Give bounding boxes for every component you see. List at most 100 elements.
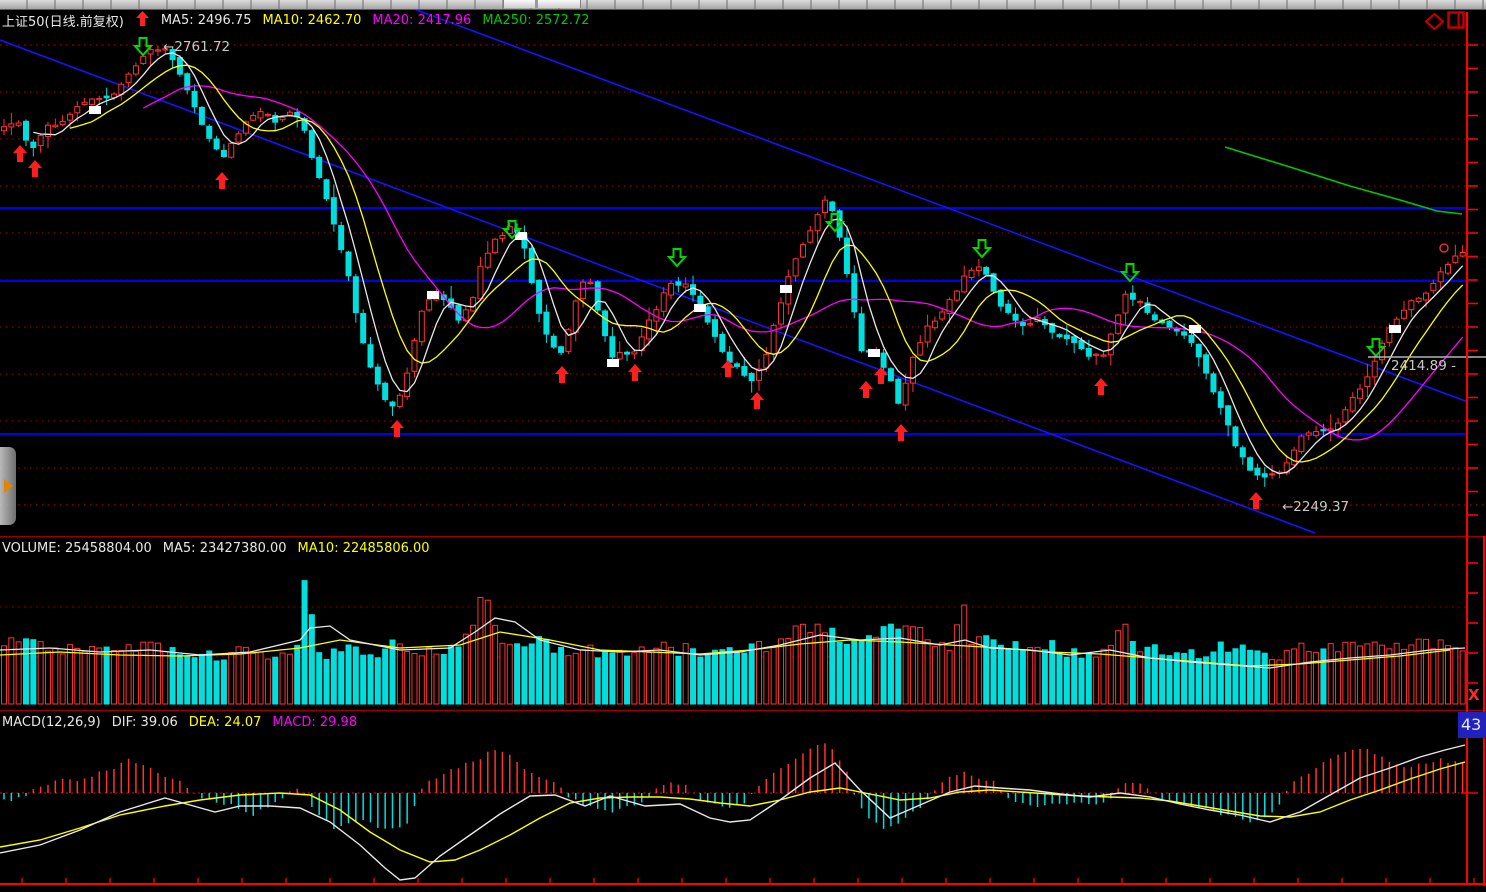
candle-body — [272, 114, 279, 123]
candle-body — [902, 382, 909, 406]
volume-bar — [8, 637, 15, 705]
volume-bar — [1166, 655, 1173, 705]
readout-ma10: MA10: 2462.70 — [262, 13, 362, 28]
candle-body — [389, 401, 396, 407]
diamond-icon[interactable] — [1424, 12, 1445, 34]
buy-arrow-icon — [859, 381, 873, 398]
volume-bar — [1195, 658, 1202, 705]
volume-bar — [184, 655, 191, 705]
candle-body — [895, 378, 902, 404]
volume-bar — [1452, 647, 1459, 705]
volume-bar — [264, 658, 271, 705]
window-layout-icon[interactable] — [1447, 11, 1465, 33]
candle-body — [286, 111, 293, 116]
volume-bar — [1371, 641, 1378, 705]
ma-line — [142, 85, 1464, 441]
volume-bar — [44, 650, 51, 705]
volume-pane-close-button[interactable]: X — [1468, 686, 1480, 704]
volume-bar — [477, 597, 484, 705]
candle-body — [1445, 264, 1452, 274]
candle-body — [1254, 467, 1261, 476]
ma-line — [69, 64, 1464, 463]
volume-bar — [521, 646, 528, 705]
candle-body — [257, 111, 264, 119]
price-marker-label: 2414.89 - — [1391, 358, 1456, 374]
readout-ma250: MA250: 2572.72 — [482, 13, 590, 28]
volume-bar — [990, 639, 997, 705]
volume-bar — [961, 604, 968, 705]
candle-body — [1364, 376, 1371, 387]
candle-body — [1063, 334, 1070, 340]
volume-bar — [191, 657, 198, 705]
candle-body — [587, 281, 594, 285]
readout-ma10: MA10: 22485806.00 — [297, 541, 430, 556]
volume-bar — [631, 652, 638, 705]
volume-bar — [550, 652, 557, 705]
volume-bar — [1049, 640, 1056, 705]
candle-body — [712, 319, 719, 337]
macd-pane-header: MACD(12,26,9) DIF: 39.06 DEA: 24.07 MACD: 2… — [2, 715, 368, 730]
volume-bar — [169, 647, 176, 705]
volume-bar — [624, 655, 631, 705]
scrollbar-thumb[interactable] — [503, 0, 581, 8]
white-box-marker — [607, 359, 619, 367]
price-labels-layer: ←2761.72 ←2249.37 2414.89 - — [163, 39, 1456, 515]
buy-arrow-icon — [721, 360, 735, 377]
volume-bar — [902, 625, 909, 705]
volume-bar — [338, 651, 345, 705]
volume-bar — [836, 641, 843, 705]
candles-layer — [1, 45, 1466, 487]
volume-bar — [330, 648, 337, 705]
buy-arrow-icon — [894, 424, 908, 441]
volume-bar — [792, 625, 799, 705]
volume-bar — [374, 657, 381, 705]
candle-body — [426, 299, 433, 311]
candle-body — [953, 290, 960, 301]
symbol-title: 上证50(日线.前复权) — [2, 15, 124, 30]
sell-arrow-icon — [824, 213, 846, 233]
macd-axis-badge: 43 — [1458, 712, 1486, 738]
candle-body — [1166, 320, 1173, 329]
volume-bar — [440, 654, 447, 705]
macd-readouts: MACD(12,26,9) DIF: 39.06 DEA: 24.07 MACD: 2… — [2, 715, 368, 730]
buy-arrow-icon — [555, 366, 569, 383]
volume-bar — [1034, 646, 1041, 705]
candle-body — [1056, 334, 1063, 338]
volume-bar — [96, 647, 103, 705]
volume-bar — [1386, 648, 1393, 705]
volume-bar — [829, 627, 836, 705]
volume-bar — [580, 649, 587, 705]
volume-bar — [279, 652, 286, 705]
volume-bar — [1357, 645, 1364, 705]
volume-bar — [1232, 648, 1239, 705]
volume-bar — [1313, 651, 1320, 705]
volume-bar — [360, 654, 367, 705]
volume-bar — [81, 650, 88, 705]
volume-bar — [132, 650, 139, 705]
candle-body — [74, 106, 81, 114]
white-box-marker — [868, 349, 880, 357]
candle-body — [88, 98, 95, 106]
volume-bar — [235, 646, 242, 705]
left-expand-tab[interactable] — [0, 447, 16, 525]
white-box-marker — [89, 106, 101, 114]
volume-bar — [1305, 651, 1312, 705]
candle-body — [374, 366, 381, 385]
candle-body — [983, 267, 990, 275]
candle-body — [191, 90, 198, 108]
volume-bar — [382, 648, 389, 705]
ma-line — [33, 52, 1464, 475]
volume-bar — [1225, 651, 1232, 705]
volume-bar — [1342, 641, 1349, 705]
volume-bar — [66, 644, 73, 705]
top-scrollbar[interactable] — [0, 0, 1486, 10]
volume-bar — [1423, 638, 1430, 705]
candle-body — [382, 382, 389, 401]
candle-body — [44, 124, 51, 137]
candle-body — [132, 65, 139, 75]
volume-bar — [719, 649, 726, 705]
candle-body — [1210, 373, 1217, 393]
volume-bar — [895, 628, 902, 705]
volume-bar — [968, 644, 975, 705]
